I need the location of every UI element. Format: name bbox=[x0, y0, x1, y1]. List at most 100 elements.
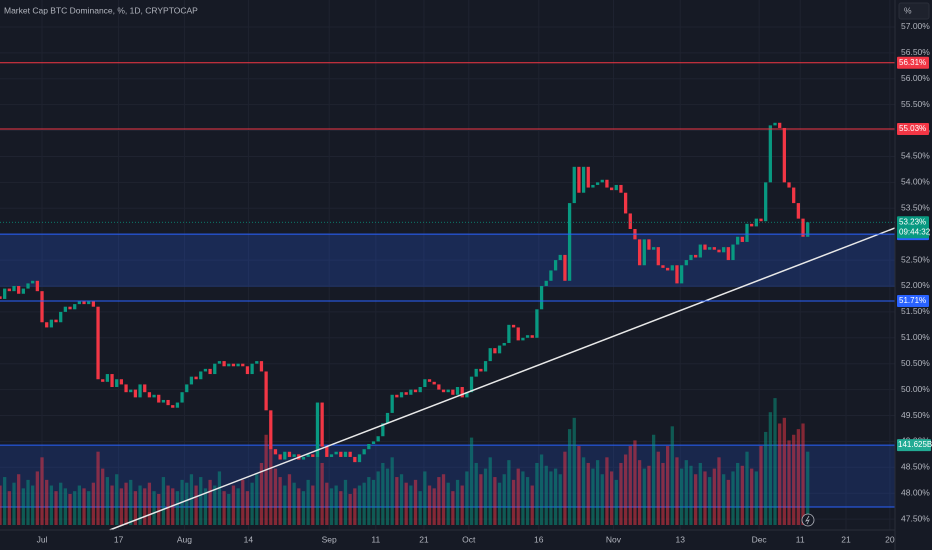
volume-bar bbox=[35, 471, 39, 525]
volume-bar bbox=[736, 462, 740, 525]
volume-bar bbox=[553, 468, 558, 525]
x-tick-label: 11 bbox=[796, 534, 805, 544]
candle-body bbox=[339, 451, 343, 457]
candle-body bbox=[680, 265, 684, 284]
volume-bar bbox=[161, 477, 166, 525]
volume-bar bbox=[483, 468, 488, 525]
candle-body bbox=[3, 288, 7, 299]
candle-body bbox=[740, 236, 744, 242]
unit-button[interactable] bbox=[898, 2, 930, 20]
price-axis bbox=[895, 0, 932, 550]
x-tick-label: 17 bbox=[114, 534, 124, 544]
volume-bar bbox=[3, 477, 7, 525]
x-tick-label: Aug bbox=[177, 534, 192, 544]
volume-bar bbox=[367, 477, 371, 525]
y-tick-label: 48.00% bbox=[901, 487, 930, 497]
candle-body bbox=[591, 184, 595, 188]
volume-bar bbox=[96, 451, 100, 525]
candle-body bbox=[483, 361, 488, 372]
volume-bar bbox=[745, 451, 749, 525]
candle-body bbox=[423, 379, 427, 388]
level-label: 56.31% bbox=[899, 58, 926, 67]
volume-bar bbox=[45, 479, 49, 525]
volume-bar bbox=[236, 488, 240, 525]
candle-body bbox=[703, 244, 707, 250]
candle-body bbox=[0, 296, 2, 299]
candle-body bbox=[40, 291, 44, 323]
candle-body bbox=[698, 244, 702, 258]
candle-body bbox=[455, 387, 460, 395]
volume-bar bbox=[544, 465, 548, 525]
candle-body bbox=[203, 368, 208, 372]
candle-body bbox=[101, 379, 105, 382]
volume-bar bbox=[665, 446, 670, 525]
volume-bar bbox=[115, 474, 119, 525]
volume-bar bbox=[278, 477, 282, 525]
candle-body bbox=[250, 363, 254, 375]
volume-bar bbox=[63, 488, 67, 525]
volume-bar bbox=[722, 474, 726, 525]
y-tick-label: 51.00% bbox=[901, 332, 930, 342]
y-tick-label: 47.50% bbox=[901, 513, 930, 523]
candle-body bbox=[171, 405, 175, 408]
volume-bar bbox=[441, 474, 446, 525]
candle-body bbox=[479, 368, 483, 372]
y-tick-label: 50.00% bbox=[901, 384, 930, 394]
volume-bar bbox=[68, 493, 72, 525]
volume-bar bbox=[105, 477, 110, 525]
volume-bar bbox=[49, 485, 53, 525]
volume-bar bbox=[376, 471, 380, 525]
x-tick-label: Dec bbox=[752, 534, 768, 544]
volume-bar bbox=[637, 460, 642, 525]
volume-bar bbox=[806, 451, 810, 525]
volume-bar bbox=[451, 491, 455, 525]
volume-bar bbox=[348, 493, 352, 525]
x-tick-label: 21 bbox=[841, 534, 851, 544]
candle-body bbox=[73, 304, 77, 310]
volume-bar bbox=[605, 457, 609, 525]
y-tick-label: 56.00% bbox=[901, 73, 930, 83]
candle-body bbox=[651, 247, 656, 250]
candle-body bbox=[637, 239, 642, 266]
volume-bar bbox=[320, 462, 324, 525]
volume-bar bbox=[782, 417, 786, 525]
candle-body bbox=[558, 254, 562, 261]
candle-body bbox=[68, 306, 72, 310]
candle-body bbox=[567, 203, 572, 281]
volume-bar bbox=[418, 491, 422, 525]
candle-body bbox=[12, 285, 16, 292]
volume-bar bbox=[208, 479, 212, 525]
volume-bar bbox=[110, 485, 114, 525]
volume-bar bbox=[119, 488, 124, 525]
volume-bar bbox=[712, 468, 716, 525]
volume-bar bbox=[413, 479, 418, 525]
y-tick-label: 48.50% bbox=[901, 462, 930, 472]
volume-bar bbox=[175, 491, 180, 525]
candle-body bbox=[399, 392, 404, 398]
volume-bar bbox=[586, 462, 590, 525]
volume-bar bbox=[287, 474, 292, 525]
candle-body bbox=[469, 376, 474, 393]
volume-bar bbox=[203, 488, 208, 525]
candle-body bbox=[493, 348, 497, 354]
candle-body bbox=[628, 213, 632, 229]
candle-body bbox=[311, 454, 315, 457]
candle-body bbox=[778, 122, 782, 128]
zone bbox=[0, 234, 895, 288]
volume-label: 141.625B bbox=[898, 440, 932, 449]
candle-body bbox=[166, 399, 170, 406]
candle-body bbox=[152, 394, 156, 398]
volume-bar bbox=[717, 457, 721, 525]
volume-bar bbox=[680, 468, 684, 525]
volume-bar bbox=[507, 460, 511, 525]
candle-body bbox=[521, 337, 525, 341]
candle-body bbox=[82, 301, 86, 305]
volume-bar bbox=[357, 485, 362, 525]
volume-bar bbox=[703, 471, 707, 525]
volume-bar bbox=[469, 437, 474, 525]
candle-body bbox=[26, 283, 30, 289]
candle-body bbox=[474, 368, 478, 377]
candle-body bbox=[371, 441, 376, 444]
candle-body bbox=[31, 280, 35, 284]
